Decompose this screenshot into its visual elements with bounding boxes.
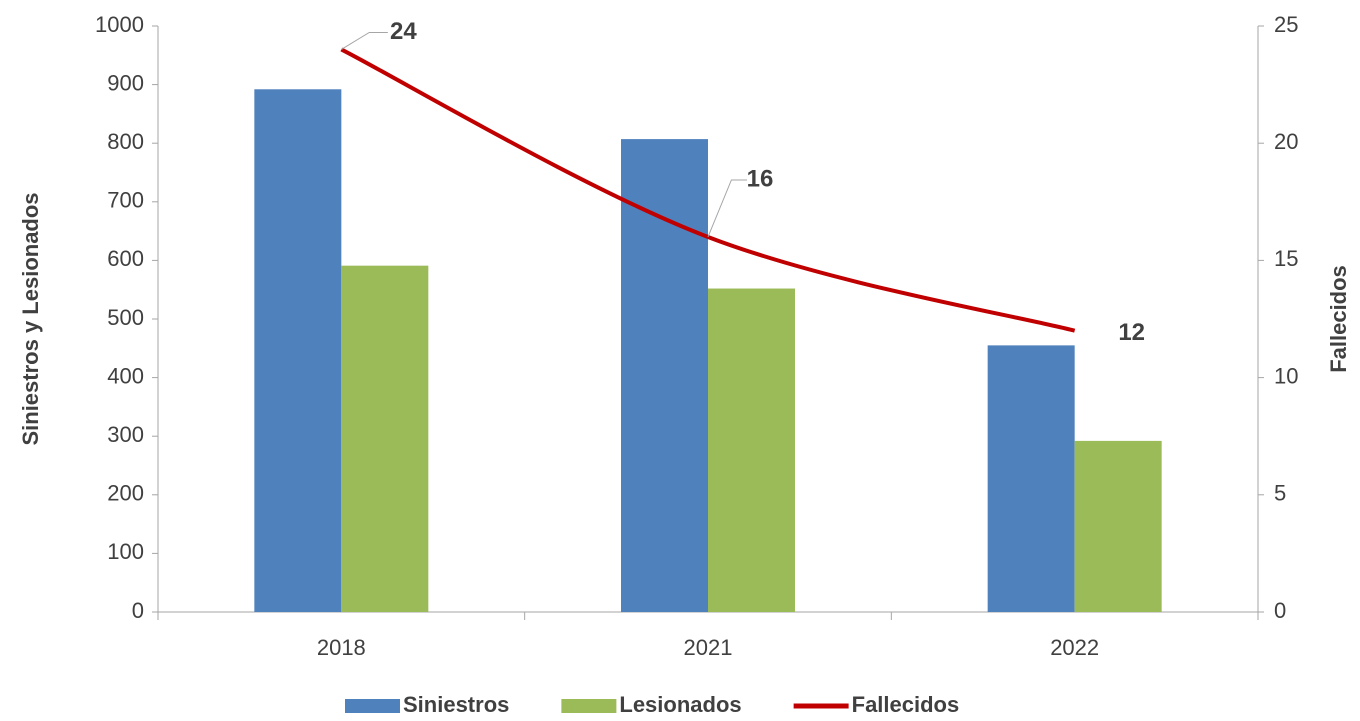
legend-swatch bbox=[561, 699, 617, 713]
y2-tick-label: 20 bbox=[1274, 129, 1298, 154]
data-label: 24 bbox=[390, 18, 417, 45]
y-tick-label: 300 bbox=[107, 422, 144, 447]
y-tick-label: 900 bbox=[107, 70, 144, 95]
y2-tick-label: 25 bbox=[1274, 12, 1298, 37]
x-tick-label: 2021 bbox=[684, 635, 733, 660]
leader-line bbox=[707, 179, 747, 238]
data-label: 16 bbox=[747, 165, 774, 192]
y2-tick-label: 15 bbox=[1274, 246, 1298, 271]
y-tick-label: 1000 bbox=[95, 12, 144, 37]
y-tick-label: 400 bbox=[107, 363, 144, 388]
bar bbox=[341, 265, 429, 612]
bar bbox=[987, 345, 1075, 612]
y2-axis-title: Fallecidos bbox=[1326, 265, 1351, 373]
y-tick-label: 600 bbox=[107, 246, 144, 271]
y2-tick-label: 0 bbox=[1274, 598, 1286, 623]
y2-tick-label: 5 bbox=[1274, 481, 1286, 506]
y-axis-title: Siniestros y Lesionados bbox=[18, 192, 43, 445]
bar bbox=[1074, 440, 1162, 612]
bar bbox=[621, 139, 708, 612]
legend-label: Siniestros bbox=[403, 692, 509, 717]
x-tick-label: 2018 bbox=[317, 635, 366, 660]
bar bbox=[254, 89, 342, 612]
y-tick-label: 800 bbox=[107, 129, 144, 154]
y-tick-label: 500 bbox=[107, 305, 144, 330]
y-tick-label: 700 bbox=[107, 188, 144, 213]
x-tick-label: 2022 bbox=[1050, 635, 1099, 660]
legend-label: Lesionados bbox=[619, 692, 741, 717]
y-tick-label: 200 bbox=[107, 481, 144, 506]
legend-swatch bbox=[345, 699, 400, 713]
line bbox=[340, 47, 1076, 333]
y2-tick-label: 10 bbox=[1274, 363, 1298, 388]
leader-line bbox=[341, 31, 388, 50]
data-label: 12 bbox=[1118, 319, 1145, 346]
legend-label: Fallecidos bbox=[852, 692, 960, 717]
y-tick-label: 0 bbox=[132, 598, 144, 623]
y-tick-label: 100 bbox=[107, 539, 144, 564]
bar bbox=[708, 288, 795, 612]
